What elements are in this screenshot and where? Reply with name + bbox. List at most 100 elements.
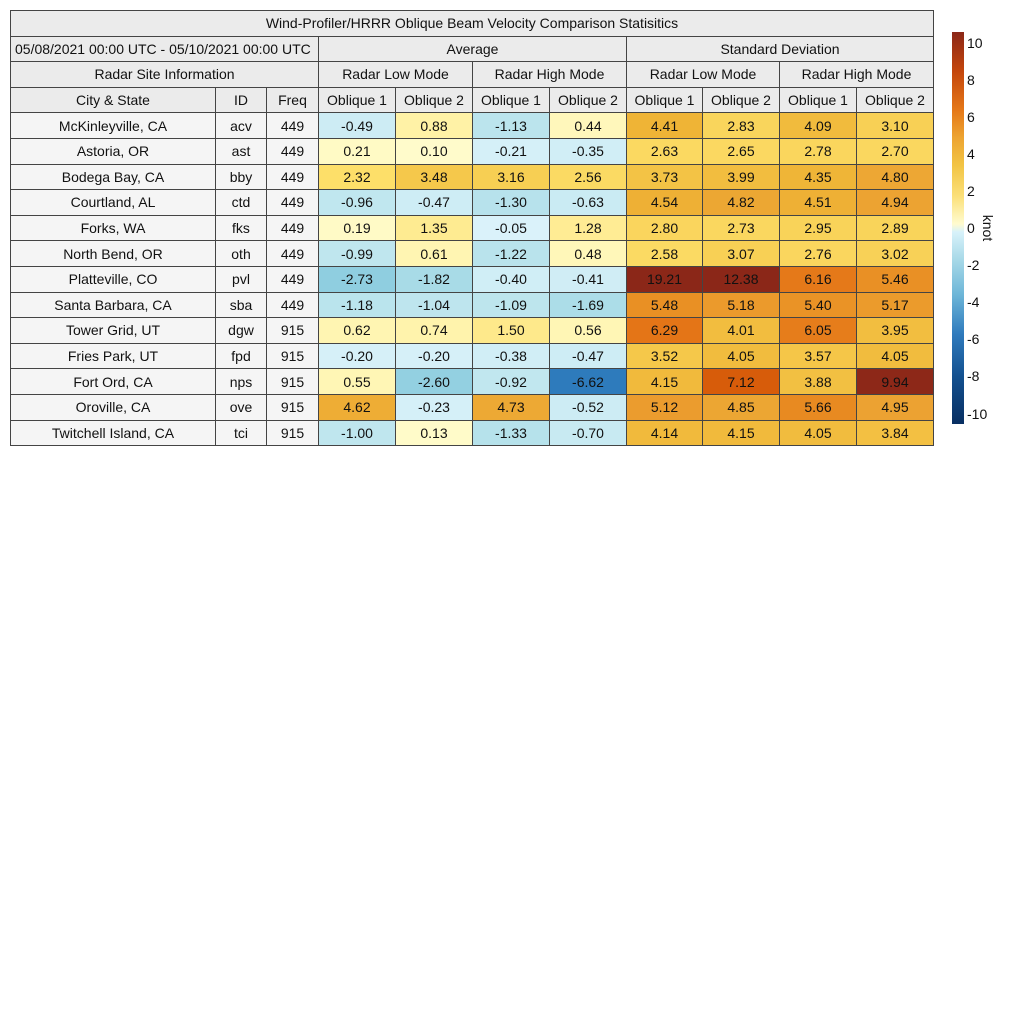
value-cell: -0.47 [395,189,473,216]
value-cell: 2.58 [626,240,703,267]
value-cell: 2.80 [626,214,703,242]
city-cell: McKinleyville, CA [10,112,216,139]
id-cell: oth [215,240,267,267]
id-cell: fks [215,214,267,242]
table-row: Tower Grid, UT dgw 915 0.62 0.74 1.50 0.56 6.29… [10,317,934,344]
group-site-info: Radar Site Information [10,61,319,88]
value-cell: 0.74 [395,317,473,344]
table-row: Santa Barbara, CA sba 449 -1.18 -1.04 -1.09 -1… [10,291,934,319]
value-cell: 0.10 [395,137,473,165]
freq-cell: 915 [266,317,319,344]
id-cell: ctd [215,189,267,216]
mode-header: Radar Low Mode [318,61,473,88]
value-cell: 19.21 [626,265,703,293]
table-title: Wind-Profiler/HRRR Oblique Beam Velocity… [10,10,934,37]
colorbar-tick: -6 [967,331,980,348]
value-cell: 3.16 [472,163,550,191]
value-cell: -0.23 [395,393,473,421]
value-cell: 5.18 [702,291,780,319]
colorbar-tick: 2 [967,182,975,199]
column-header: City & State [10,86,216,114]
colorbar-tick: 10 [967,34,983,51]
value-cell: 2.63 [626,137,703,165]
city-cell: Fries Park, UT [10,342,216,370]
freq-cell: 915 [266,368,319,395]
value-cell: 0.61 [395,240,473,267]
colorbar-tick: 0 [967,220,975,236]
value-cell: 4.85 [702,393,780,421]
id-cell: acv [215,112,267,139]
value-cell: -0.35 [549,137,627,165]
value-cell: 2.95 [779,214,857,242]
value-cell: -1.30 [472,189,550,216]
value-cell: 4.05 [856,342,934,370]
table-row: Bodega Bay, CA bby 449 2.32 3.48 3.16 2.56 3.73… [10,163,934,191]
freq-cell: 449 [266,214,319,242]
value-cell: 1.35 [395,214,473,242]
value-cell: 3.99 [702,163,780,191]
column-header: Oblique 1 [318,86,396,114]
freq-cell: 449 [266,163,319,191]
table-row: North Bend, OR oth 449 -0.99 0.61 -1.22 0.48 2.… [10,240,934,267]
value-cell: 6.05 [779,317,857,344]
colorbar-tick: -10 [967,405,988,422]
value-cell: 4.15 [626,368,703,395]
value-cell: -1.13 [472,112,550,139]
value-cell: 2.89 [856,214,934,242]
freq-cell: 915 [266,342,319,370]
value-cell: -1.00 [318,419,396,447]
id-cell: pvl [215,265,267,293]
value-cell: 3.57 [779,342,857,370]
value-cell: 3.73 [626,163,703,191]
value-cell: 3.95 [856,317,934,344]
value-cell: 2.83 [702,112,780,139]
value-cell: 12.38 [702,265,780,293]
id-cell: ove [215,393,267,421]
city-cell: Astoria, OR [10,137,216,165]
value-cell: -0.49 [318,112,396,139]
value-cell: 4.05 [779,419,857,447]
table-row: Oroville, CA ove 915 4.62 -0.23 4.73 -0.52 5.12… [10,393,934,421]
value-cell: 4.05 [702,342,780,370]
value-cell: 3.84 [856,419,934,447]
value-cell: 5.12 [626,393,703,421]
value-cell: 0.62 [318,317,396,344]
value-cell: 2.32 [318,163,396,191]
value-cell: 5.48 [626,291,703,319]
value-cell: -0.41 [549,265,627,293]
mode-header: Radar Low Mode [626,61,780,88]
group-average: Average [318,35,627,63]
value-cell: 2.65 [702,137,780,165]
freq-cell: 449 [266,137,319,165]
value-cell: -1.04 [395,291,473,319]
statistics-table: Wind-Profiler/HRRR Oblique Beam Velocity… [10,10,934,447]
column-header: Oblique 1 [779,86,857,114]
value-cell: 3.48 [395,163,473,191]
city-cell: Santa Barbara, CA [10,291,216,319]
value-cell: -0.20 [395,342,473,370]
value-cell: 1.28 [549,214,627,242]
value-cell: 6.29 [626,317,703,344]
value-cell: 4.94 [856,189,934,216]
colorbar-tick: 4 [967,145,975,162]
city-cell: Forks, WA [10,214,216,242]
column-header: Freq [266,86,319,114]
city-cell: Oroville, CA [10,393,216,421]
value-cell: -0.96 [318,189,396,216]
city-cell: Courtland, AL [10,189,216,216]
value-cell: 4.14 [626,419,703,447]
value-cell: 4.95 [856,393,934,421]
value-cell: 3.10 [856,112,934,139]
value-cell: -0.92 [472,368,550,395]
group-std: Standard Deviation [626,35,934,63]
value-cell: 0.48 [549,240,627,267]
value-cell: 2.73 [702,214,780,242]
colorbar-label: knot [980,214,997,242]
value-cell: -6.62 [549,368,627,395]
value-cell: 4.73 [472,393,550,421]
table-row: Twitchell Island, CA tci 915 -1.00 0.13 -1.33… [10,419,934,447]
column-header: Oblique 2 [395,86,473,114]
value-cell: 4.51 [779,189,857,216]
column-header: Oblique 2 [856,86,934,114]
value-cell: 3.88 [779,368,857,395]
